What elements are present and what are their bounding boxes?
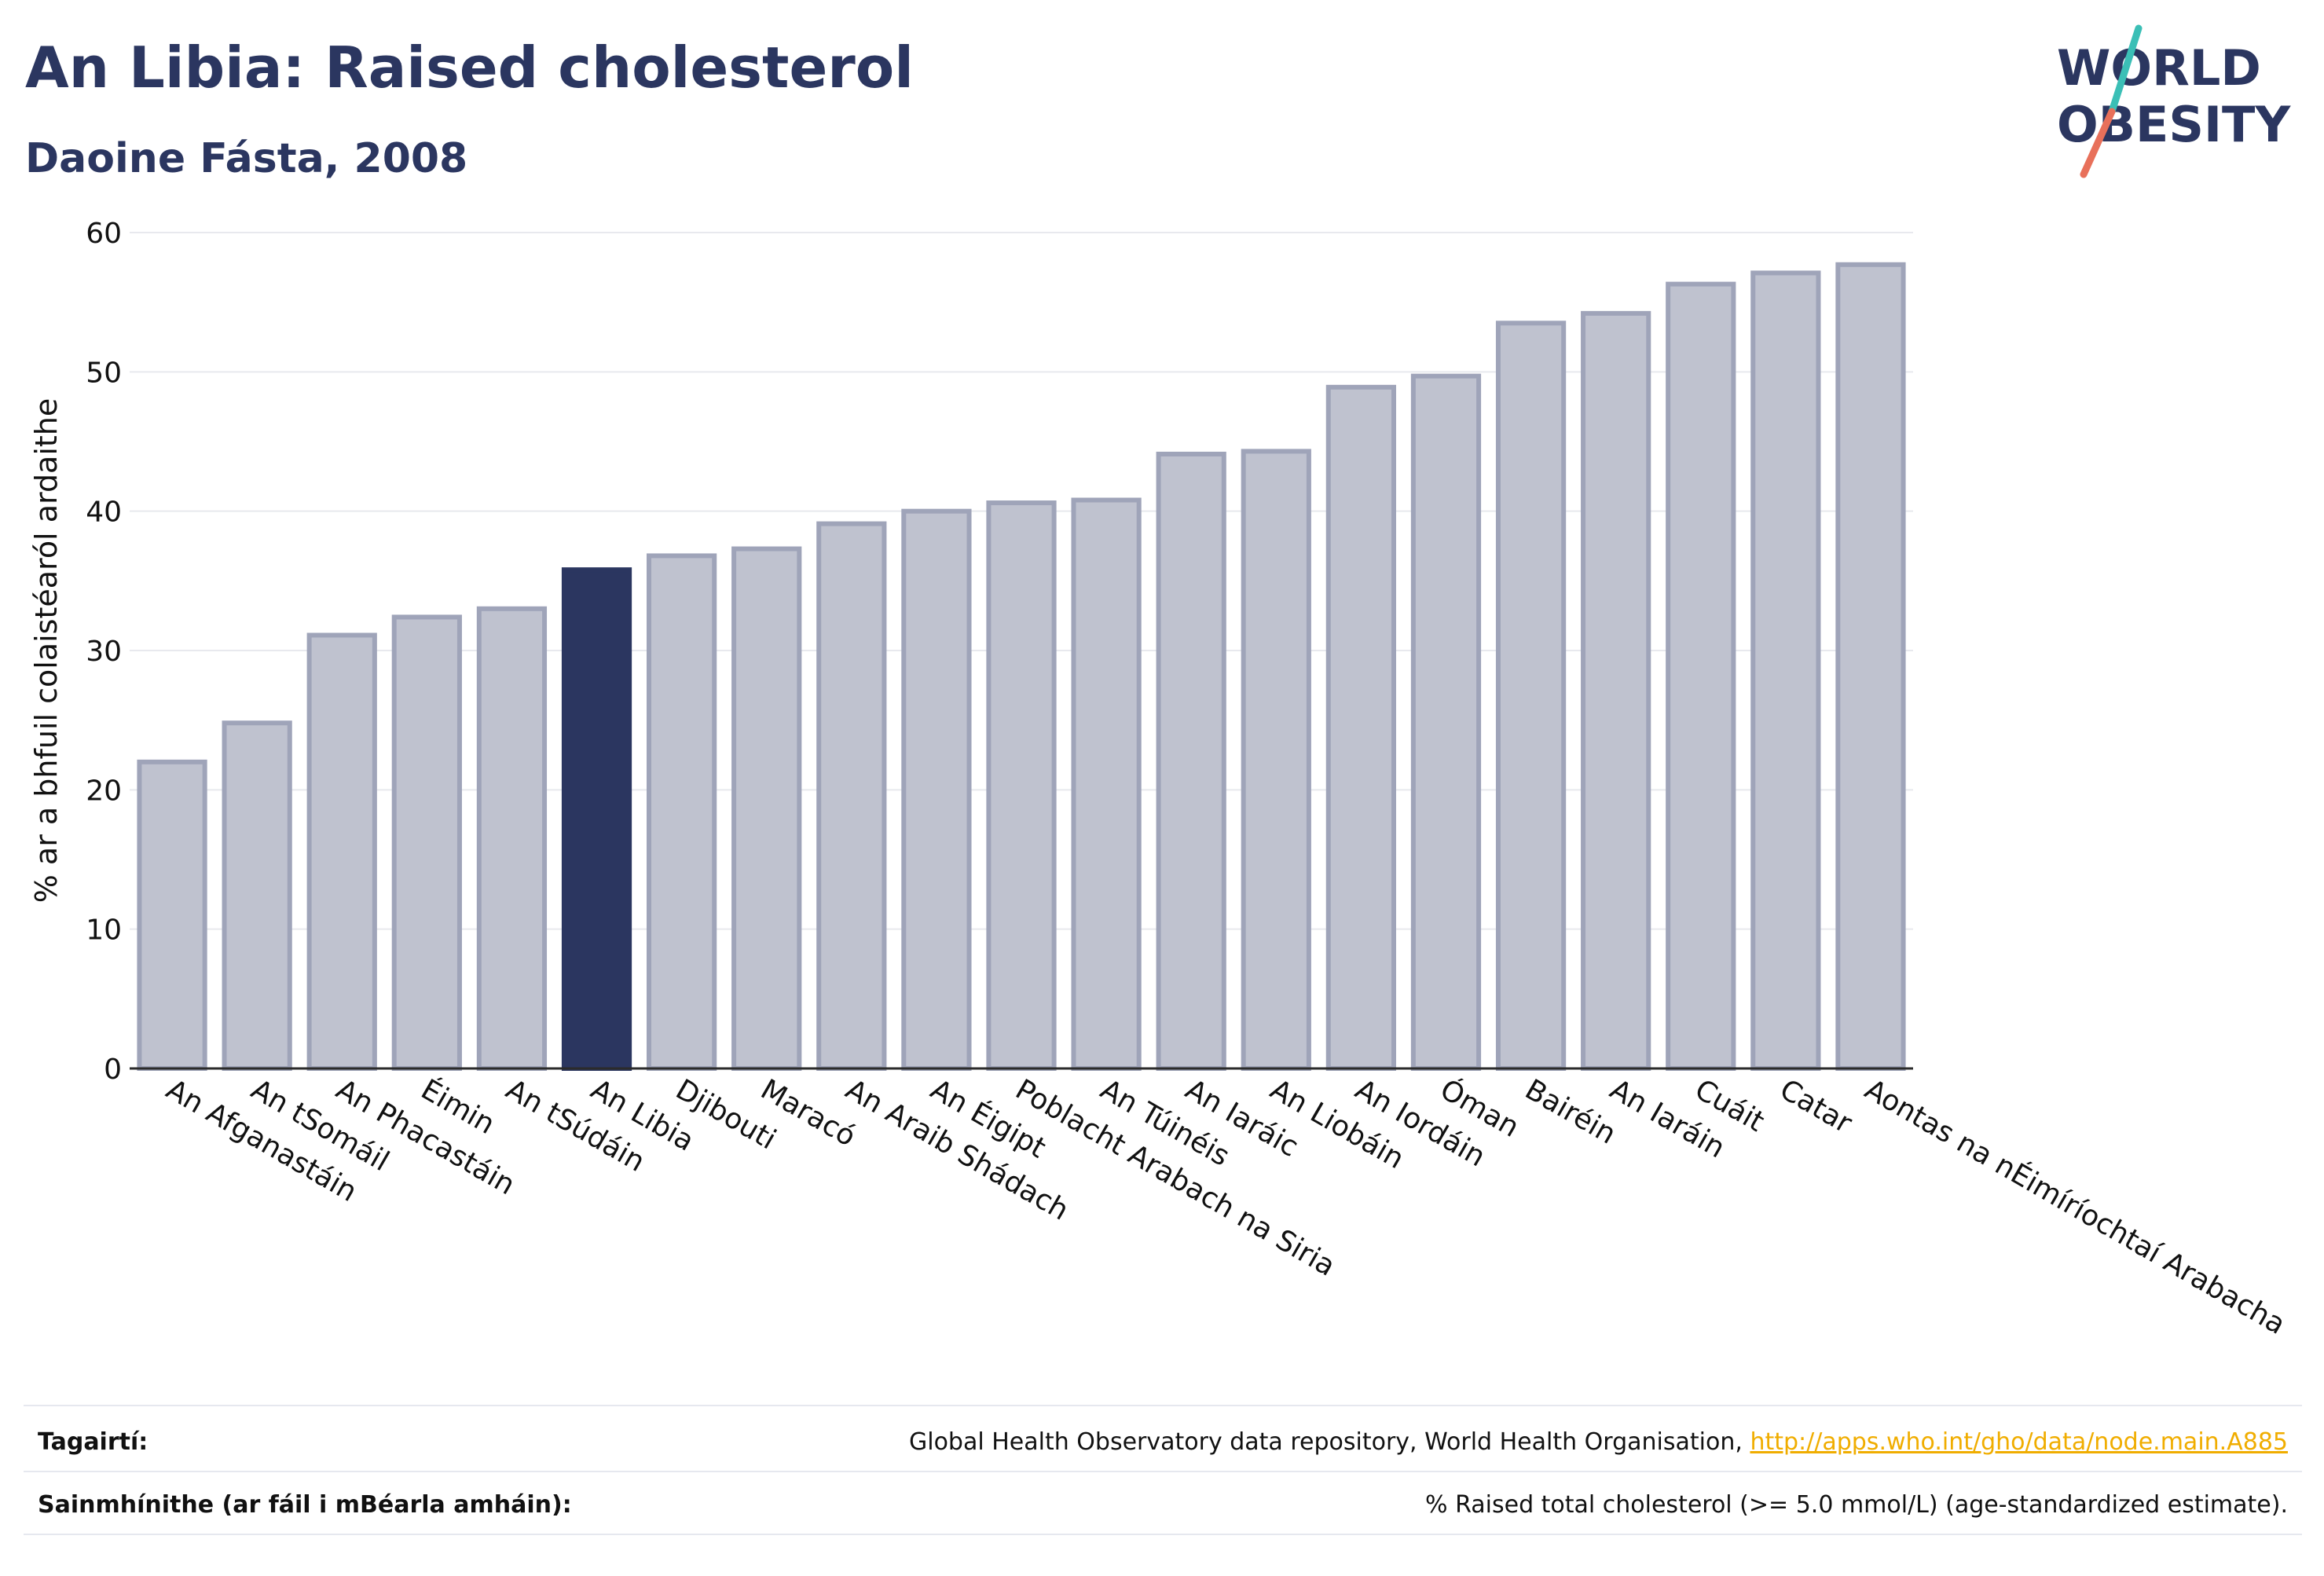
logo-slash-bottom: [2080, 108, 2116, 178]
bar: [1241, 449, 1311, 1071]
bar: [647, 553, 717, 1071]
y-tick-labels: 0 10 20 30 40 50 60: [86, 218, 122, 1086]
bar: [137, 759, 207, 1071]
bar: [816, 521, 887, 1071]
y-tick-label: 30: [86, 636, 122, 668]
y-tick-label: 60: [86, 218, 122, 250]
bar: [391, 614, 462, 1071]
references-text: Global Health Observatory data repositor…: [909, 1428, 1743, 1456]
bar: [1581, 310, 1651, 1071]
definitions-text: % Raised total cholesterol (>= 5.0 mmol/…: [1425, 1491, 2288, 1519]
bar: [986, 500, 1057, 1071]
logo-text-world: WORLD: [2057, 39, 2261, 97]
x-tick-label: Aontas na nÉimíríochtaí Arabacha: [1859, 1072, 2291, 1341]
y-tick-label: 10: [86, 914, 122, 947]
y-axis-label: % ar a bhfuil colaistéaról ardaithe: [29, 398, 64, 903]
y-tick-label: 40: [86, 497, 122, 529]
footer-divider-bottom: [24, 1534, 2302, 1535]
bar: [561, 567, 632, 1071]
bar: [476, 606, 548, 1071]
chart-title: An Libia: Raised cholesterol: [25, 35, 914, 101]
bar: [1071, 497, 1142, 1071]
chart-subtitle: Daoine Fásta, 2008: [25, 135, 468, 182]
bar: [1325, 384, 1396, 1071]
y-tick-label: 0: [104, 1054, 122, 1086]
y-tick-label: 50: [86, 357, 122, 389]
bar: [1835, 262, 1906, 1071]
bar: [1410, 373, 1482, 1071]
bar: [1156, 451, 1226, 1071]
bars: [137, 262, 1906, 1071]
footer-divider-middle: [24, 1471, 2302, 1472]
bar: [901, 508, 972, 1071]
bar: [306, 632, 377, 1071]
footer-divider-top: [24, 1405, 2302, 1406]
definitions-label: Sainmhínithe (ar fáil i mBéarla amháin):: [38, 1491, 572, 1519]
references-link[interactable]: http://apps.who.int/gho/data/node.main.A…: [1750, 1428, 2288, 1456]
world-obesity-logo: WORLD OBESITY: [2057, 24, 2291, 178]
references-label: Tagairtí:: [38, 1428, 148, 1456]
x-tick-label: Bairéin: [1519, 1073, 1621, 1150]
bar: [1495, 321, 1567, 1071]
references-value: Global Health Observatory data repositor…: [909, 1428, 2288, 1456]
x-tick-label: Catar: [1774, 1073, 1857, 1140]
logo-slash-top: [2108, 24, 2143, 115]
bar: [1750, 270, 1821, 1071]
y-tick-label: 20: [86, 775, 122, 807]
bar: [222, 720, 292, 1071]
bar: [1666, 281, 1736, 1071]
bar: [731, 546, 802, 1071]
